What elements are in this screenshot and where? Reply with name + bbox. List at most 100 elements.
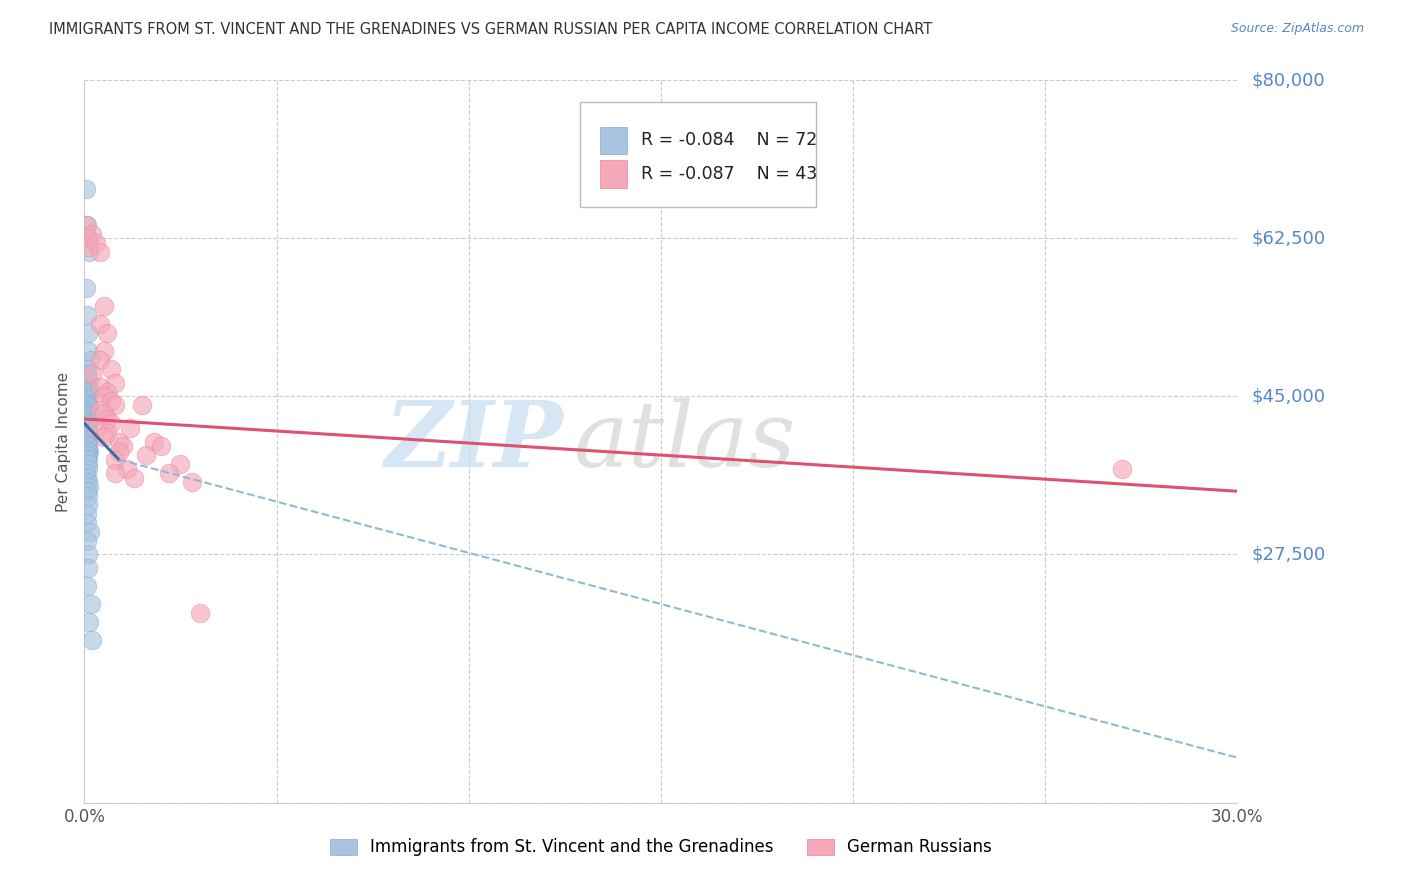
Point (75, 382, 97, 396)
Point (77, 392, 100, 407)
Point (76, 470, 98, 484)
Point (75, 281, 97, 295)
Point (75, 442, 97, 456)
Point (131, 398, 153, 412)
Point (77, 475, 100, 490)
Point (96, 412, 118, 426)
Point (80, 367, 103, 381)
Point (76, 533, 98, 548)
Text: atlas: atlas (575, 397, 797, 486)
Point (76, 420, 98, 434)
Point (76, 461, 98, 475)
Point (150, 439, 173, 453)
Point (76, 308, 98, 322)
Point (93, 299, 115, 313)
Point (76, 218, 98, 232)
Point (111, 439, 134, 453)
Point (89, 317, 111, 331)
Point (169, 457, 191, 471)
Point (77, 398, 100, 412)
Point (89, 353, 111, 368)
Point (76, 380, 98, 394)
Point (77, 443, 100, 458)
Point (100, 393, 122, 408)
Point (77, 433, 100, 447)
Point (75, 413, 97, 427)
Point (76, 384, 98, 399)
Point (77, 457, 100, 471)
Point (76, 507, 98, 521)
Point (104, 452, 127, 467)
Point (76, 391, 98, 405)
Point (77, 376, 100, 390)
Point (76, 362, 98, 376)
Point (75, 429, 97, 443)
Point (1111, 461, 1133, 475)
Point (108, 445, 131, 459)
Point (76, 402, 98, 417)
FancyBboxPatch shape (581, 102, 817, 207)
Point (77, 449, 100, 463)
Point (188, 606, 211, 620)
Point (76, 579, 98, 593)
Point (120, 421, 142, 435)
Point (76, 411, 98, 425)
Point (89, 403, 111, 417)
Point (181, 475, 204, 490)
Point (77, 408, 100, 422)
Point (76, 422, 98, 436)
FancyBboxPatch shape (600, 127, 627, 154)
Point (76, 231, 98, 245)
Point (115, 461, 138, 475)
Point (77, 440, 100, 454)
Point (76, 436, 98, 450)
Point (93, 430, 115, 444)
Point (108, 434, 131, 449)
Point (76, 326, 98, 340)
Point (77, 387, 100, 401)
Text: R = -0.087    N = 43: R = -0.087 N = 43 (641, 165, 817, 183)
Point (77, 244, 100, 259)
Point (76, 445, 98, 459)
Point (76, 367, 98, 381)
Point (75, 466, 97, 480)
Point (96, 425, 118, 440)
Point (100, 417, 122, 431)
Point (104, 466, 127, 480)
Point (76, 431, 98, 445)
Text: $80,000: $80,000 (1251, 71, 1324, 89)
Point (77, 498, 100, 512)
Point (77, 615, 100, 630)
Point (75, 394, 97, 409)
Text: $27,500: $27,500 (1251, 545, 1326, 564)
Point (76, 434, 98, 449)
Text: ZIP: ZIP (384, 397, 562, 486)
Point (89, 380, 111, 394)
Point (77, 344, 100, 359)
Point (76, 450, 98, 465)
Point (77, 401, 100, 415)
Point (76, 418, 98, 433)
Legend: Immigrants from St. Vincent and the Grenadines, German Russians: Immigrants from St. Vincent and the Gren… (323, 831, 998, 863)
Point (79, 353, 101, 368)
Point (76, 516, 98, 530)
Point (76, 396, 98, 410)
FancyBboxPatch shape (600, 161, 627, 188)
Point (93, 344, 115, 359)
Point (76, 425, 98, 440)
Point (93, 408, 115, 422)
Point (157, 466, 180, 480)
Point (76, 438, 98, 452)
Point (76, 389, 98, 403)
Point (75, 218, 97, 232)
Point (77, 240, 100, 254)
Point (80, 597, 103, 611)
Text: Source: ZipAtlas.com: Source: ZipAtlas.com (1230, 22, 1364, 36)
Text: $62,500: $62,500 (1251, 229, 1326, 247)
Text: $45,000: $45,000 (1251, 387, 1326, 405)
Point (75, 404, 97, 418)
Point (76, 452, 98, 467)
Text: R = -0.084    N = 72: R = -0.084 N = 72 (641, 131, 817, 149)
Point (135, 448, 157, 462)
Point (76, 447, 98, 461)
